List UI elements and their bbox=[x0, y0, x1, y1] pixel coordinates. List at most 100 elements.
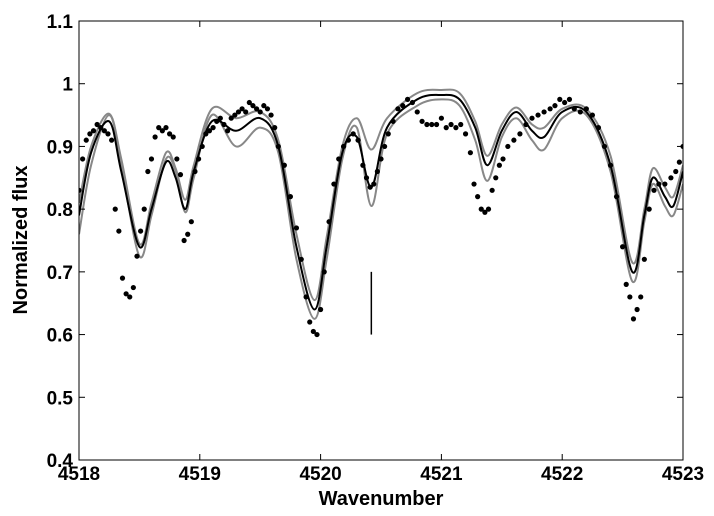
data-point bbox=[239, 106, 245, 112]
data-point bbox=[505, 143, 511, 150]
y-tick-label: 1 bbox=[62, 75, 73, 96]
data-point bbox=[350, 131, 356, 137]
data-point bbox=[123, 291, 129, 297]
data-point bbox=[130, 284, 136, 291]
data-point bbox=[651, 187, 657, 193]
data-point bbox=[235, 109, 242, 115]
data-point bbox=[105, 131, 111, 137]
model-curve-gray bbox=[79, 88, 683, 302]
data-point bbox=[127, 294, 133, 300]
data-point bbox=[112, 206, 118, 212]
data-point bbox=[250, 103, 256, 109]
data-point bbox=[627, 294, 633, 300]
data-point bbox=[331, 181, 337, 187]
data-point bbox=[293, 225, 300, 231]
data-point bbox=[583, 106, 589, 112]
data-point bbox=[482, 209, 488, 215]
series-layer bbox=[79, 88, 683, 338]
data-point bbox=[185, 231, 191, 237]
data-point bbox=[174, 156, 180, 162]
y-axis-title: Normalized flux bbox=[10, 166, 32, 315]
data-point bbox=[314, 331, 320, 338]
data-point bbox=[264, 106, 271, 112]
data-point bbox=[326, 219, 332, 225]
data-point bbox=[623, 281, 629, 287]
y-tick-label: 0.8 bbox=[47, 200, 73, 221]
data-point bbox=[214, 118, 220, 124]
data-point bbox=[272, 125, 278, 131]
data-point bbox=[257, 109, 263, 115]
data-point bbox=[646, 206, 652, 212]
data-point bbox=[195, 156, 202, 162]
data-point bbox=[557, 96, 563, 102]
model-curve-black bbox=[79, 93, 683, 311]
data-point bbox=[419, 118, 425, 124]
data-point bbox=[429, 121, 435, 128]
data-point bbox=[345, 137, 351, 143]
data-point bbox=[159, 128, 165, 134]
data-point bbox=[523, 121, 529, 128]
data-point bbox=[281, 162, 287, 168]
observed-points bbox=[79, 96, 683, 338]
plot-frame bbox=[78, 20, 684, 461]
data-point bbox=[589, 112, 596, 118]
data-point bbox=[414, 109, 420, 115]
data-point bbox=[134, 253, 140, 259]
data-point bbox=[321, 269, 327, 275]
data-point bbox=[221, 121, 227, 128]
y-tick-label: 0.9 bbox=[47, 137, 73, 158]
data-point bbox=[571, 106, 577, 112]
y-tick-label: 0.4 bbox=[47, 451, 74, 472]
data-point bbox=[453, 125, 459, 131]
data-point bbox=[613, 194, 620, 200]
data-point bbox=[607, 162, 614, 168]
data-point bbox=[148, 156, 155, 162]
data-point bbox=[485, 206, 492, 212]
x-axis-title: Wavenumber bbox=[319, 488, 444, 510]
data-point bbox=[145, 168, 151, 175]
tick-layer: 4518 4519 4520 4521 4522 4523 0.4 0.5 0.6 0.7 0.8 0… bbox=[47, 12, 705, 485]
data-point bbox=[458, 121, 464, 128]
data-point bbox=[287, 194, 293, 200]
data-point bbox=[673, 168, 679, 175]
data-point bbox=[500, 156, 506, 162]
data-point bbox=[378, 156, 384, 162]
data-point bbox=[188, 219, 194, 225]
data-point bbox=[261, 103, 267, 109]
data-point bbox=[475, 194, 481, 200]
data-point bbox=[138, 228, 144, 234]
data-point bbox=[448, 121, 454, 128]
data-point bbox=[246, 99, 252, 106]
data-point bbox=[390, 118, 396, 124]
data-point bbox=[98, 125, 104, 131]
data-point bbox=[424, 121, 430, 128]
data-point bbox=[156, 125, 162, 131]
data-point bbox=[577, 109, 583, 115]
data-point bbox=[489, 187, 495, 193]
data-point bbox=[566, 96, 573, 102]
data-point bbox=[206, 128, 213, 134]
data-point bbox=[83, 137, 89, 143]
data-point bbox=[634, 306, 640, 313]
data-point bbox=[676, 159, 682, 165]
data-point bbox=[170, 134, 176, 140]
data-point bbox=[94, 121, 100, 128]
data-point bbox=[656, 181, 662, 187]
data-point bbox=[443, 125, 449, 131]
data-point bbox=[662, 181, 668, 187]
data-point bbox=[228, 115, 234, 121]
data-point bbox=[471, 181, 477, 187]
y-tick-label: 0.7 bbox=[47, 263, 73, 284]
data-point bbox=[511, 137, 517, 143]
x-tick-label: 4523 bbox=[662, 464, 704, 485]
data-point bbox=[355, 137, 361, 143]
data-point bbox=[217, 115, 223, 121]
data-point bbox=[203, 131, 209, 137]
data-point bbox=[493, 175, 499, 181]
data-point bbox=[152, 134, 158, 140]
y-tick-label: 0.5 bbox=[47, 388, 74, 409]
data-point bbox=[210, 125, 216, 131]
data-point bbox=[109, 137, 115, 143]
data-point bbox=[541, 109, 547, 115]
